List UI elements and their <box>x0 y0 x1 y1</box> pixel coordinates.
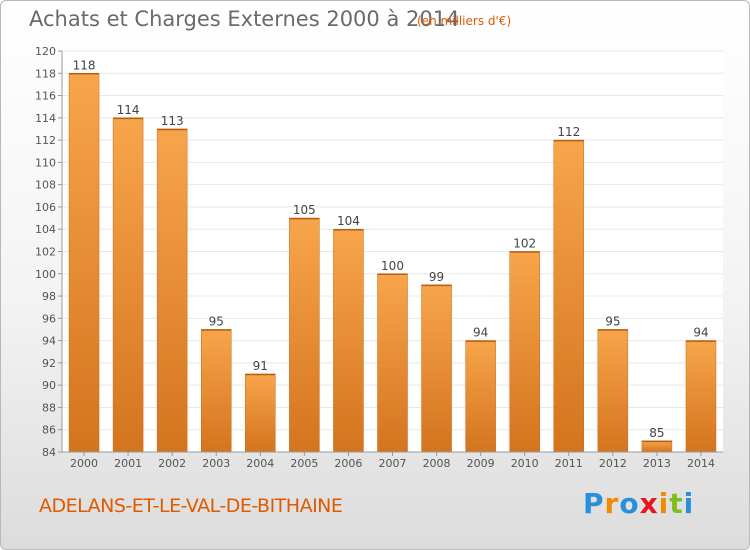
y-tick-label: 92 <box>42 357 56 370</box>
y-tick-label: 96 <box>42 312 56 325</box>
x-tick-label-2014: 2014 <box>687 457 715 470</box>
data-label-2002: 113 <box>161 114 184 128</box>
bar-2005[interactable] <box>289 217 320 453</box>
x-tick-label-2009: 2009 <box>467 457 495 470</box>
data-label-2009: 94 <box>473 326 488 340</box>
y-tick-label: 106 <box>35 201 56 214</box>
bar-2007[interactable] <box>377 273 408 453</box>
logo-letter: i <box>683 487 695 520</box>
y-tick-label: 110 <box>35 156 56 169</box>
data-label-2000: 118 <box>73 58 96 72</box>
data-label-2010: 102 <box>513 237 536 251</box>
x-tick-label-2007: 2007 <box>379 457 407 470</box>
bar-2010[interactable] <box>509 251 540 453</box>
bar-2002[interactable] <box>156 128 188 453</box>
y-tick-label: 112 <box>35 134 56 147</box>
bar-2008[interactable] <box>421 284 452 453</box>
chart-title: Achats et Charges Externes 2000 à 2014 <box>29 7 460 31</box>
bar-2009[interactable] <box>465 340 496 453</box>
y-tick-label: 118 <box>35 67 56 80</box>
bar-2003[interactable] <box>200 329 232 453</box>
x-tick-label-2003: 2003 <box>202 457 230 470</box>
x-tick-label-2001: 2001 <box>114 457 142 470</box>
y-tick-label: 114 <box>35 112 56 125</box>
data-label-2014: 94 <box>693 326 708 340</box>
y-tick-label: 98 <box>42 290 56 303</box>
data-label-2013: 85 <box>649 426 664 440</box>
x-tick-label-2010: 2010 <box>511 457 539 470</box>
y-tick-label: 88 <box>42 401 56 414</box>
commune-name: ADELANS-ET-LE-VAL-DE-BITHAINE <box>39 495 343 517</box>
y-tick-label: 116 <box>35 90 56 103</box>
y-tick-label: 104 <box>35 223 56 236</box>
y-tick-label: 90 <box>42 379 56 392</box>
data-label-2008: 99 <box>429 270 444 284</box>
bar-2014[interactable] <box>685 340 717 453</box>
bar-2000[interactable] <box>68 73 100 453</box>
y-tick-label: 94 <box>42 335 56 348</box>
bar-2011[interactable] <box>553 139 585 453</box>
x-tick-label-2005: 2005 <box>290 457 318 470</box>
data-label-2012: 95 <box>605 314 620 328</box>
logo-letter: P <box>583 487 605 520</box>
bar-2012[interactable] <box>597 329 629 453</box>
logo-letter: r <box>604 487 620 520</box>
x-tick-label-2013: 2013 <box>643 457 671 470</box>
x-tick-label-2008: 2008 <box>423 457 451 470</box>
logo-letter: x <box>639 487 659 520</box>
chart-subtitle: (en milliers d'€) <box>417 14 512 28</box>
y-tick-label: 100 <box>35 268 56 281</box>
data-label-2011: 112 <box>557 125 580 139</box>
bar-2001[interactable] <box>112 117 144 453</box>
y-tick-label: 108 <box>35 179 56 192</box>
proxiti-logo[interactable]: Proxiti <box>583 487 694 520</box>
y-tick-label: 86 <box>42 424 56 437</box>
x-tick-label-2002: 2002 <box>158 457 186 470</box>
x-tick-label-2006: 2006 <box>334 457 362 470</box>
x-tick-label-2004: 2004 <box>246 457 274 470</box>
logo-letter: o <box>619 487 640 520</box>
data-label-2006: 104 <box>337 214 360 228</box>
bar-2006[interactable] <box>333 228 364 453</box>
x-tick-label-2000: 2000 <box>70 457 98 470</box>
logo-letter: i <box>658 487 670 520</box>
y-tick-label: 102 <box>35 246 56 259</box>
x-tick-label-2011: 2011 <box>555 457 583 470</box>
y-tick-label: 120 <box>35 45 56 58</box>
logo-letter: t <box>669 487 684 520</box>
data-label-2004: 91 <box>253 359 268 373</box>
data-label-2001: 114 <box>117 103 140 117</box>
y-tick-label: 84 <box>42 446 56 459</box>
bar-2013[interactable] <box>641 440 673 453</box>
x-tick-label-2012: 2012 <box>599 457 627 470</box>
data-label-2007: 100 <box>381 259 404 273</box>
data-label-2005: 105 <box>293 203 316 217</box>
data-label-2003: 95 <box>209 314 224 328</box>
bar-2004[interactable] <box>245 373 276 453</box>
